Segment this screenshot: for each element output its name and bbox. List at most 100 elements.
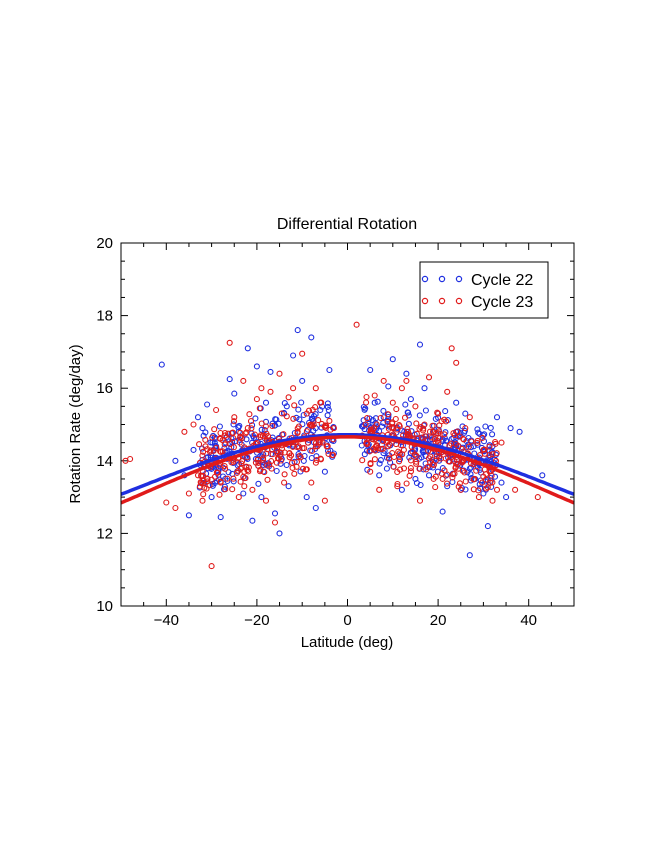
data-point xyxy=(462,425,469,432)
data-point xyxy=(454,428,461,435)
data-point xyxy=(259,459,266,466)
data-point xyxy=(503,494,510,501)
data-point xyxy=(253,363,260,370)
data-point xyxy=(204,475,211,482)
data-point xyxy=(486,443,493,450)
data-point xyxy=(276,452,283,459)
data-point xyxy=(442,408,449,415)
data-point xyxy=(300,411,307,419)
data-point xyxy=(452,464,459,471)
data-point xyxy=(373,442,380,449)
data-point xyxy=(221,429,229,437)
data-point xyxy=(306,421,314,428)
data-point xyxy=(466,465,473,472)
data-point xyxy=(210,447,217,454)
data-point xyxy=(163,499,170,506)
data-point xyxy=(317,399,324,406)
data-point xyxy=(290,415,297,422)
data-point xyxy=(309,447,316,454)
data-point xyxy=(281,449,288,456)
data-point xyxy=(216,423,223,430)
data-point xyxy=(389,450,396,457)
data-point xyxy=(365,420,372,427)
data-point xyxy=(230,478,237,485)
x-tick-label: 20 xyxy=(430,612,447,629)
data-point xyxy=(273,459,280,466)
data-point xyxy=(483,485,490,492)
data-point xyxy=(257,432,264,439)
data-point xyxy=(217,448,224,455)
data-point xyxy=(308,479,315,486)
data-point xyxy=(390,463,397,470)
data-point xyxy=(258,420,265,427)
y-tick-label: 14 xyxy=(96,453,113,470)
data-point xyxy=(285,394,292,401)
data-point xyxy=(429,461,436,468)
data-point xyxy=(476,430,483,437)
data-point xyxy=(237,478,244,485)
data-point xyxy=(240,377,247,384)
data-point xyxy=(489,451,496,458)
data-point xyxy=(242,475,249,482)
data-point xyxy=(363,393,370,401)
data-point xyxy=(277,449,284,456)
data-point xyxy=(252,415,259,422)
data-point xyxy=(216,435,223,442)
data-point xyxy=(323,422,330,429)
data-point xyxy=(405,409,412,416)
data-point xyxy=(466,414,473,421)
data-point xyxy=(230,418,238,425)
data-point xyxy=(246,411,253,418)
data-point xyxy=(317,406,324,414)
data-point xyxy=(330,425,337,432)
data-point xyxy=(407,396,414,403)
legend-box xyxy=(419,261,549,319)
legend-marker xyxy=(438,275,446,283)
data-point xyxy=(393,406,400,413)
data-point xyxy=(489,497,496,504)
data-point xyxy=(456,433,463,440)
data-point xyxy=(233,469,241,476)
data-point xyxy=(407,465,414,472)
data-point xyxy=(448,440,455,447)
data-point xyxy=(207,447,214,454)
data-point xyxy=(261,432,268,440)
data-point xyxy=(421,385,428,392)
data-point xyxy=(217,514,224,521)
legend-label-cycle-23: Cycle 23 xyxy=(471,294,533,311)
data-point xyxy=(260,455,267,462)
data-point xyxy=(185,512,192,519)
data-point xyxy=(465,443,472,450)
plot-border xyxy=(120,242,575,607)
data-point xyxy=(190,421,197,428)
data-point xyxy=(484,523,491,530)
data-point xyxy=(281,471,288,478)
data-point xyxy=(280,431,287,438)
legend-marker xyxy=(455,297,463,305)
data-point xyxy=(376,460,383,467)
data-point xyxy=(293,414,300,421)
x-tick-label: −40 xyxy=(154,612,179,629)
data-point xyxy=(479,434,486,441)
data-point xyxy=(261,427,268,434)
legend-marker xyxy=(421,275,429,283)
data-point xyxy=(190,446,197,453)
data-point xyxy=(413,452,420,459)
data-point xyxy=(430,475,437,482)
data-point xyxy=(359,457,366,464)
data-point xyxy=(312,443,319,450)
data-point xyxy=(412,475,419,482)
data-point xyxy=(299,350,306,357)
data-point xyxy=(241,468,248,475)
data-point xyxy=(324,443,331,450)
data-point xyxy=(303,494,310,501)
data-point xyxy=(277,460,284,467)
data-point xyxy=(222,432,229,439)
data-point xyxy=(396,450,403,457)
data-point xyxy=(229,429,237,436)
data-point xyxy=(435,428,443,435)
data-point xyxy=(468,438,475,445)
y-tick-label: 20 xyxy=(96,235,113,252)
data-point xyxy=(321,468,328,475)
